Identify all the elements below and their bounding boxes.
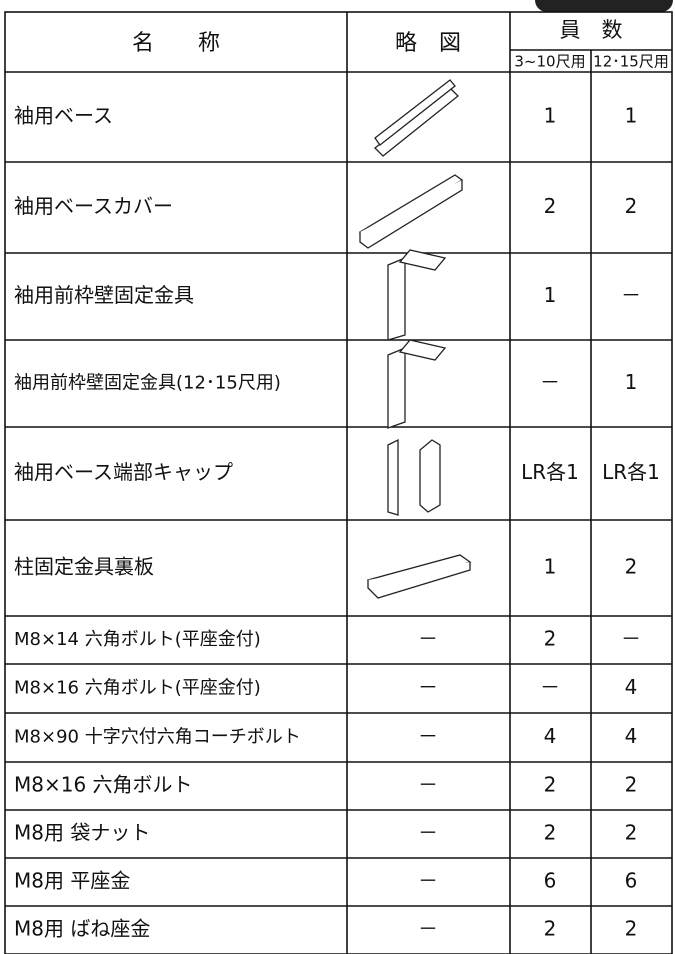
figure-dash: － <box>418 724 438 748</box>
badge <box>535 0 673 12</box>
figure <box>374 79 456 146</box>
item-name: M8×14 六角ボルト(平座金付) <box>14 629 261 650</box>
qty: 6 <box>625 869 638 893</box>
qty: 1 <box>625 104 638 128</box>
header-count: 員 数 <box>560 18 623 42</box>
qty: 4 <box>625 724 638 748</box>
figure-dash: － <box>418 869 438 893</box>
qty: 2 <box>544 194 557 218</box>
qty: 2 <box>625 555 638 579</box>
item-name: M8×16 六角ボルト <box>14 773 193 797</box>
item-name: 袖用ベース端部キャップ <box>14 460 233 484</box>
figure <box>398 339 447 361</box>
qty: － <box>621 627 641 651</box>
item-name: 袖用前枠壁固定金具 <box>14 283 194 307</box>
qty: LR各1 <box>521 460 579 484</box>
qty: 2 <box>625 917 638 941</box>
item-name: M8×16 六角ボルト(平座金付) <box>14 678 261 699</box>
item-name: 袖用ベースカバー <box>14 194 173 218</box>
figure <box>419 439 441 513</box>
figure <box>374 87 459 157</box>
qty: － <box>540 370 560 394</box>
figure-dash: － <box>418 675 438 699</box>
qty: 1 <box>625 370 638 394</box>
figure-dash: － <box>418 627 438 651</box>
header-sub: 12･15尺用 <box>593 53 669 71</box>
figure <box>387 347 406 429</box>
qty: － <box>540 675 560 699</box>
item-name: M8×90 十字穴付六角コーチボルト <box>14 727 301 748</box>
qty: 2 <box>544 917 557 941</box>
header-figure: 略 図 <box>395 31 461 56</box>
qty: 2 <box>625 773 638 797</box>
qty: 1 <box>544 555 557 579</box>
item-name: M8用 袋ナット <box>14 821 150 845</box>
qty: 1 <box>544 104 557 128</box>
qty: 4 <box>625 675 638 699</box>
figure <box>367 562 471 599</box>
header-name: 名 称 <box>132 31 220 56</box>
qty: 4 <box>544 724 557 748</box>
figure-dash: － <box>418 821 438 845</box>
qty: 2 <box>625 194 638 218</box>
qty: 2 <box>544 773 557 797</box>
table-frame <box>4 11 673 954</box>
qty: － <box>621 283 641 307</box>
qty: 2 <box>544 627 557 651</box>
qty: 1 <box>544 283 557 307</box>
figure <box>398 249 447 271</box>
figure-dash: － <box>418 917 438 941</box>
figure <box>359 180 463 249</box>
qty: 2 <box>544 821 557 845</box>
figure <box>387 257 406 341</box>
item-name: M8用 平座金 <box>14 869 130 893</box>
item-name: 柱固定金具裏板 <box>14 555 154 579</box>
header-sub: 3~10尺用 <box>514 53 585 71</box>
figure <box>387 438 399 516</box>
figure-dash: － <box>418 773 438 797</box>
qty: 2 <box>625 821 638 845</box>
item-name: 袖用ベース <box>14 104 113 128</box>
item-name: M8用 ばね座金 <box>14 917 150 941</box>
qty: 6 <box>544 869 557 893</box>
qty: LR各1 <box>602 460 660 484</box>
item-name: 袖用前枠壁固定金具(12･15尺用) <box>14 373 281 394</box>
